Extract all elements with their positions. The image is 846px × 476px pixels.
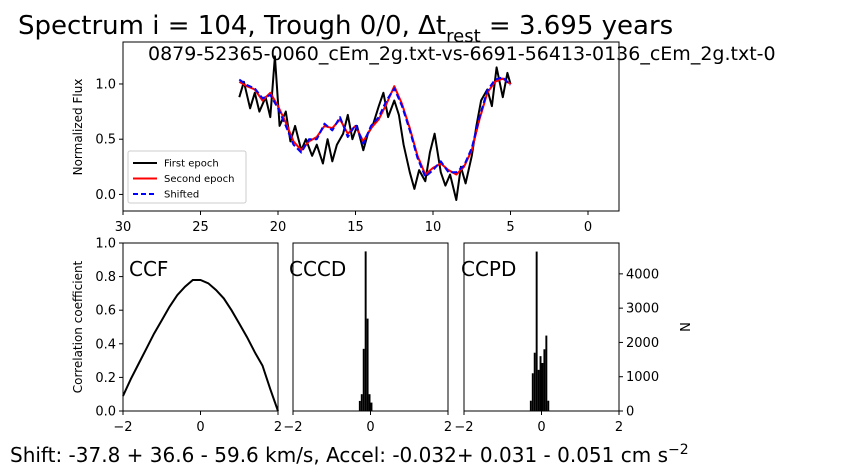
legend: First epoch Second epoch Shifted: [127, 150, 247, 204]
histogram-bar: [531, 373, 534, 411]
y-tick-label: 1.0: [95, 77, 116, 92]
histogram-bar: [543, 349, 546, 411]
y-tick-label: 0.8: [95, 270, 116, 285]
y-tick-label: 0.0: [95, 405, 116, 420]
x-tick-label: 10: [425, 220, 442, 235]
cccd-panel: −2 0 2 CCCD: [283, 242, 452, 435]
ccf-panel-title: CCF: [129, 257, 168, 281]
plot-frame: [463, 242, 620, 412]
histogram-bar: [539, 356, 542, 411]
x-tick-label: 2: [615, 420, 623, 435]
histogram-bar: [368, 394, 371, 411]
histogram-bar: [541, 363, 544, 411]
legend-label: Second epoch: [164, 174, 234, 185]
legend-label: First epoch: [164, 159, 219, 170]
histogram-bar: [364, 251, 367, 411]
x-tick-label: 0: [537, 420, 545, 435]
footer-text: Shift: -37.8 + 36.6 - 59.6 km/s, Accel: …: [10, 442, 689, 467]
ccf-line: [122, 279, 279, 412]
ccpd-y-label: N: [676, 322, 691, 332]
y-tick-label: 3000: [626, 302, 659, 317]
y-tick-label: 0.2: [95, 371, 116, 386]
spectrum-y-label: Normalized Flux: [71, 79, 85, 176]
x-tick-label: 5: [506, 220, 514, 235]
x-tick-label: −2: [454, 420, 473, 435]
y-tick-label: 0: [626, 405, 634, 420]
ccf-panel: −2 0 2 0.0 0.2 0.4 0.6 0.8 1.0 CCF: [95, 237, 282, 436]
y-tick-label: 0.5: [95, 133, 116, 148]
figure-title: Spectrum i = 104, Trough 0/0, Δtrest = 3…: [18, 11, 673, 47]
histogram-bar: [547, 400, 550, 411]
hist-panel-title: CCPD: [461, 257, 516, 281]
x-tick-label: 15: [347, 220, 364, 235]
x-tick-label: 30: [115, 220, 132, 235]
histogram-bar: [360, 394, 363, 411]
x-tick-label: 0: [196, 420, 204, 435]
histogram-bar: [358, 400, 361, 411]
x-tick-label: 0: [366, 420, 374, 435]
spectrum-panel-title: 0879-52365-0060_cEm_2g.txt-vs-6691-56413…: [148, 43, 776, 65]
legend-box: [127, 150, 247, 204]
x-tick-label: 25: [192, 220, 209, 235]
y-tick-label: 0.6: [95, 304, 116, 319]
plot-frame: [122, 242, 279, 412]
histogram-bar: [370, 402, 373, 411]
y-tick-label: 0.4: [95, 337, 116, 352]
x-tick-label: 2: [444, 420, 452, 435]
series-line-second-epoch: [238, 77, 512, 176]
footer-main: Shift: -37.8 + 36.6 - 59.6 km/s, Accel: …: [10, 443, 668, 467]
histogram-bar: [537, 369, 540, 411]
figure-title-tail: = 3.695 years: [481, 11, 674, 41]
spectrum-panel: 30 25 20 15 10 5 0 0.0 0.5 1.0 First epoch Second e…: [95, 41, 620, 235]
figure-title-main: Spectrum i = 104, Trough 0/0, Δt: [18, 11, 446, 41]
x-tick-label: 20: [270, 220, 287, 235]
ccf-y-label: Correlation coefficient: [71, 260, 85, 393]
footer-superscript: −2: [668, 442, 689, 458]
histogram-bar: [545, 335, 548, 411]
legend-label: Shifted: [164, 190, 199, 201]
y-tick-label: 4000: [626, 267, 659, 282]
x-tick-label: −2: [113, 420, 132, 435]
histogram-bar: [529, 400, 532, 411]
histogram-bar: [366, 318, 369, 411]
hist-panel-title: CCCD: [289, 257, 346, 281]
y-tick-label: 2000: [626, 336, 659, 351]
y-tick-label: 1.0: [95, 237, 116, 252]
y-tick-label: 1000: [626, 370, 659, 385]
series-line-first-epoch: [238, 55, 512, 201]
histogram-bar: [535, 251, 538, 411]
x-tick-label: 2: [274, 420, 282, 435]
y-tick-label: 0.0: [95, 188, 116, 203]
histogram-bar: [533, 352, 536, 411]
x-tick-label: −2: [283, 420, 302, 435]
series-line-shifted: [238, 76, 512, 178]
plot-frame: [122, 41, 620, 212]
histogram-bar: [362, 348, 365, 411]
x-tick-label: 0: [584, 220, 592, 235]
plot-frame: [292, 242, 449, 412]
